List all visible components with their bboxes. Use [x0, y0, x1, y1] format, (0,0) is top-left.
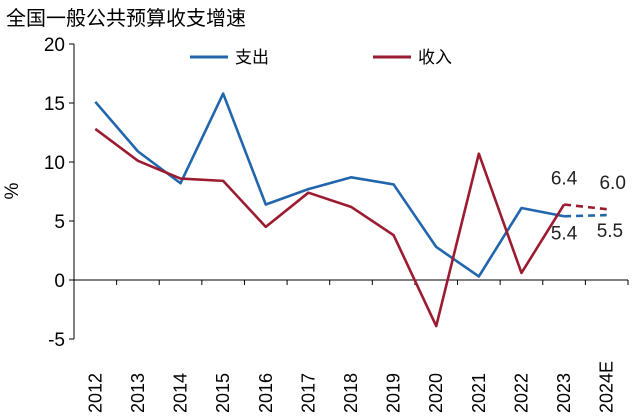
series-layer — [94, 92, 607, 328]
x-tick-label: 2019 — [384, 373, 404, 413]
x-tick-label: 2013 — [128, 373, 148, 413]
y-tick-label: 5 — [54, 212, 65, 233]
x-tick-label: 2012 — [85, 373, 105, 413]
x-tick-label: 2014 — [171, 373, 191, 413]
series-line-1 — [94, 127, 566, 328]
data-label: 6.0 — [599, 173, 625, 194]
x-tick-label: 2021 — [469, 373, 489, 413]
y-tick-label: 15 — [44, 94, 65, 115]
legend-label-revenue: 收入 — [418, 48, 452, 68]
legend: 支出 收入 — [190, 48, 452, 68]
y-tick-label: 10 — [44, 153, 65, 174]
data-label: 6.4 — [551, 168, 578, 189]
series-forecast-line-1 — [563, 203, 607, 211]
y-tick-label: 20 — [44, 35, 65, 56]
x-tick-label: 2016 — [256, 373, 276, 413]
x-tick-label: 2022 — [511, 373, 531, 413]
x-tick-label: 2018 — [341, 373, 361, 413]
y-tick-label: 0 — [54, 271, 65, 292]
legend-label-expenditure: 支出 — [235, 48, 269, 68]
labels-layer: 6.4 5.4 6.0 5.5 — [551, 168, 626, 244]
data-label: 5.4 — [551, 223, 578, 244]
y-axis-label: % — [2, 182, 23, 199]
series-forecast-line-0 — [564, 213, 607, 218]
axes: -5 0 5 10 15 20 2012 2013 2014 2015 2016 2017 2018 20… — [44, 35, 629, 413]
x-tick-label: 2017 — [298, 373, 318, 413]
chart-title: 全国一般公共预算收支增速 — [6, 6, 246, 30]
data-label: 5.5 — [597, 221, 623, 242]
series-line-0 — [94, 92, 565, 278]
y-tick-label: -5 — [48, 330, 65, 351]
x-tick-label: 2020 — [426, 373, 446, 413]
x-tick-label: 2024E — [597, 361, 617, 413]
x-tick-label: 2015 — [213, 373, 233, 413]
x-tick-label: 2023 — [554, 373, 574, 413]
